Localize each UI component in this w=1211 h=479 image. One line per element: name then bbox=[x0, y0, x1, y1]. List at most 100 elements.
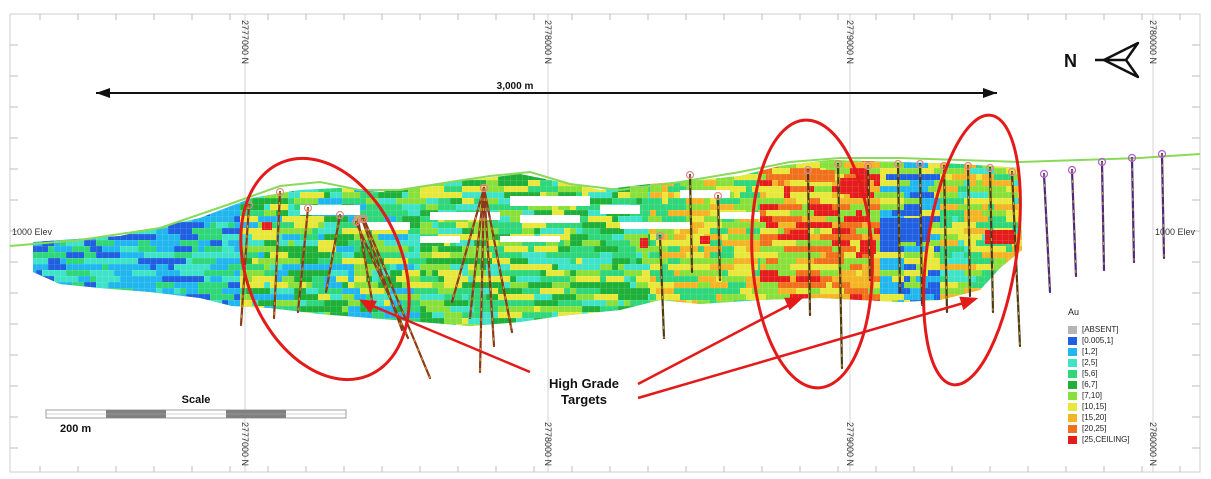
legend-label: [0.005,1] bbox=[1082, 336, 1114, 345]
legend-swatch bbox=[1068, 325, 1077, 334]
target-ellipse-2 bbox=[750, 118, 874, 390]
map-frame bbox=[9, 13, 1201, 473]
legend-swatch bbox=[1068, 413, 1077, 422]
legend-swatch bbox=[1068, 336, 1077, 345]
scale-bar bbox=[45, 409, 347, 419]
elevation-label-left: 1000 Elev bbox=[12, 227, 53, 237]
collar-marker bbox=[915, 159, 925, 169]
collar-marker bbox=[1097, 157, 1107, 167]
northing-label-bottom: 2778000 N bbox=[543, 422, 553, 466]
legend-item: [10,15] bbox=[1068, 401, 1188, 412]
scale-distance: 200 m bbox=[60, 423, 91, 435]
legend-item: [ABSENT] bbox=[1068, 324, 1188, 335]
legend-item: [5,6] bbox=[1068, 368, 1188, 379]
dimension-label: 3,000 m bbox=[497, 81, 534, 92]
legend-item: [0.005,1] bbox=[1068, 335, 1188, 346]
annotation-line-1: High Grade bbox=[549, 376, 619, 391]
legend-label: [10,15] bbox=[1082, 402, 1107, 411]
collar-marker bbox=[1067, 165, 1077, 175]
legend-label: [5,6] bbox=[1082, 369, 1098, 378]
drill-hole-assay bbox=[1131, 157, 1135, 263]
drill-hole-assay bbox=[355, 221, 409, 339]
legend-item: [20,25] bbox=[1068, 423, 1188, 434]
collar-marker bbox=[1157, 149, 1167, 159]
legend-label: [1,2] bbox=[1082, 347, 1098, 356]
legend-item: [25,CEILING] bbox=[1068, 434, 1188, 445]
drill-hole-assay bbox=[297, 207, 309, 313]
drill-hole-assay bbox=[717, 195, 721, 281]
drill-hole-assay bbox=[919, 163, 923, 306]
legend-title: Au bbox=[1068, 307, 1080, 317]
north-label: N bbox=[1064, 51, 1077, 71]
drill-hole-assay bbox=[1101, 161, 1105, 271]
legend-item: [1,2] bbox=[1068, 346, 1188, 357]
target-ellipses bbox=[239, 113, 1022, 390]
collar-marker bbox=[685, 170, 695, 180]
collar-marker bbox=[1039, 169, 1049, 179]
legend-label: [25,CEILING] bbox=[1082, 435, 1130, 444]
collar-marker bbox=[963, 161, 973, 171]
collar-marker bbox=[479, 183, 489, 193]
legend-item: [6,7] bbox=[1068, 379, 1188, 390]
collar-marker bbox=[893, 159, 903, 169]
drill-hole-assay bbox=[989, 167, 994, 313]
legend-swatch bbox=[1068, 358, 1077, 367]
northing-label-bottom: 2777000 N bbox=[240, 422, 250, 466]
legend-swatch bbox=[1068, 369, 1077, 378]
drill-hole-assay bbox=[483, 187, 513, 333]
legend-item: [15,20] bbox=[1068, 412, 1188, 423]
drill-hole-assay bbox=[273, 191, 281, 319]
legend-swatch bbox=[1068, 435, 1077, 444]
collar-marker bbox=[863, 161, 873, 171]
northing-label-top: 2780000 N bbox=[1148, 20, 1158, 64]
grade-legend: Au [ABSENT] [0.005,1] [1,2] [2,5] [5,6] [6,7]… bbox=[1068, 307, 1188, 445]
drill-hole-assay bbox=[1161, 153, 1165, 259]
legend-item: [7,10] bbox=[1068, 390, 1188, 401]
dimension-arrow bbox=[96, 88, 997, 98]
northing-label-top: 2777000 N bbox=[240, 20, 250, 64]
northing-label-top: 2779000 N bbox=[845, 20, 855, 64]
annotation-arrows bbox=[359, 296, 979, 400]
collar-marker bbox=[713, 191, 723, 201]
elevation-label-right: 1000 Elev bbox=[1155, 227, 1196, 237]
collar-marker bbox=[833, 159, 843, 169]
drill-hole bbox=[450, 186, 486, 304]
drill-hole-assay bbox=[837, 163, 843, 369]
legend-items: [ABSENT] [0.005,1] [1,2] [2,5] [5,6] [6,7] [7,… bbox=[1068, 324, 1188, 445]
drill-hole-assay bbox=[897, 163, 901, 293]
legend-swatch bbox=[1068, 347, 1077, 356]
drill-hole-assay bbox=[479, 187, 485, 373]
legend-label: [ABSENT] bbox=[1082, 325, 1119, 334]
drill-hole bbox=[362, 217, 432, 380]
block-model-section bbox=[33, 160, 1022, 326]
collar-marker bbox=[335, 210, 345, 220]
collar-marker bbox=[359, 214, 369, 224]
drill-hole-assay bbox=[689, 174, 693, 273]
collar-marker bbox=[1007, 167, 1017, 177]
drill-hole-assay bbox=[240, 204, 250, 326]
northing-label-bottom: 2780000 N bbox=[1148, 422, 1158, 466]
target-ellipse-3 bbox=[922, 113, 1022, 387]
collar-marker bbox=[655, 231, 665, 241]
legend-item: [2,5] bbox=[1068, 357, 1188, 368]
legend-label: [7,10] bbox=[1082, 391, 1103, 400]
drill-hole-assay bbox=[967, 165, 971, 297]
legend-label: [2,5] bbox=[1082, 358, 1098, 367]
northing-label-top: 2778000 N bbox=[543, 20, 553, 64]
drill-hole bbox=[324, 213, 342, 294]
drill-hole bbox=[1070, 168, 1078, 278]
legend-swatch bbox=[1068, 424, 1077, 433]
north-arrow-icon bbox=[1095, 41, 1140, 79]
legend-label: [20,25] bbox=[1082, 424, 1107, 433]
target-ellipse-1 bbox=[239, 156, 411, 382]
legend-label: [6,7] bbox=[1082, 380, 1098, 389]
collar-marker bbox=[803, 165, 813, 175]
collar-marker bbox=[303, 203, 313, 213]
drill-hole-assay bbox=[659, 235, 665, 339]
drill-hole-assay bbox=[943, 165, 948, 313]
drill-hole-assay bbox=[483, 187, 495, 347]
collar-marker bbox=[1127, 153, 1137, 163]
collar-marker bbox=[985, 163, 995, 173]
legend-swatch bbox=[1068, 380, 1077, 389]
